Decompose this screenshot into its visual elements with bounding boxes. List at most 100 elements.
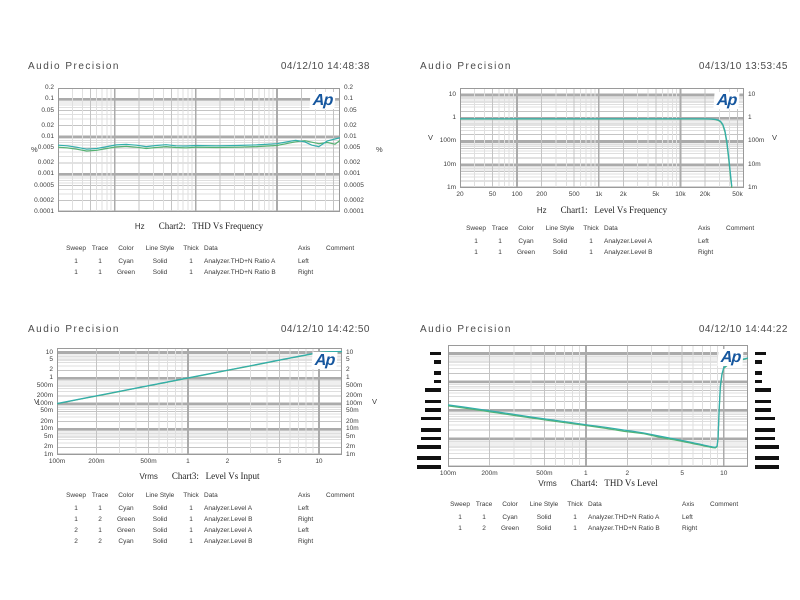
y-tick-label: 0.1 [44,95,54,103]
app-title: Audio Precision [420,324,512,335]
legend-header-cell: Thick [583,225,599,232]
y-tick-bar [433,371,441,375]
plot-area [58,88,340,212]
legend-cell: 1 [189,505,193,512]
legend-header-cell: Axis [698,225,711,232]
legend-rows: 1 1 Cyan Solid 1 Analyzer.Level A Left 1 1 Green S… [464,238,768,257]
legend-cell: Analyzer.Level A [204,505,253,512]
grid [460,88,744,188]
ap-logo: Ap [713,92,740,109]
legend-cell: Green [116,527,136,534]
x-tick-label: 200 [536,191,548,198]
legend-cell: Analyzer.Level A [604,238,653,245]
y-tick-bar-right [755,388,771,392]
y-tick-bar [433,360,441,364]
y-tick-label: 0.001 [37,170,54,178]
legend-cell [708,514,752,522]
x-tick-label: 5k [652,191,660,198]
y-axis-unit-right: % [376,145,383,154]
legend-cell: Left [298,258,309,265]
legend-header-cell: Data [204,492,218,499]
legend-cell: 1 [458,514,462,521]
legend-cell: Cyan [118,538,134,545]
legend-cell: Cyan [118,258,134,265]
y-tick-label: 0.02 [41,121,54,129]
legend-cell [724,238,768,246]
y-tick-label-right: 0.005 [344,144,361,152]
y-tick-label-right: 2m [346,443,356,451]
y-tick-bar-right [755,351,767,356]
legend-cell: 1 [189,527,193,534]
trace-green [58,140,340,152]
y-tick-label-right: 0.001 [344,170,361,178]
legend-cell [324,516,368,524]
chart-panel-thd-vs-frequency: Audio Precision 04/12/10 14:48:38 Ap 0.2 0.2… [20,55,383,305]
x-tick-label: 10 [315,458,323,465]
x-axis-unit: Hz [536,206,547,215]
legend-cell [324,505,368,513]
legend-cell: Right [298,538,314,545]
y-tick-bar [417,445,441,449]
legend-cell: Analyzer.THD+N Ratio A [588,514,660,521]
y-tick-label: 5m [43,433,53,441]
y-tick-label-right: 0.002 [344,159,361,167]
timestamp: 04/12/10 14:44:22 [698,324,788,335]
y-tick-label-right: 0.0005 [344,181,364,189]
legend-rows: 1 1 Cyan Solid 1 Analyzer.THD+N Ratio A Left 1 2… [448,514,752,533]
legend-cell: Cyan [502,514,518,521]
y-tick-label: 1m [43,451,53,458]
legend-cell: Left [298,527,309,534]
app-title: Audio Precision [28,324,120,335]
y-tick-label: 1 [452,114,456,122]
chart-title: Chart2: THD Vs Frequency [158,221,264,231]
trace-cyan [58,137,340,150]
legend-cell: Analyzer.THD+N Ratio B [588,525,660,532]
y-tick-label-right: 0.2 [344,84,354,91]
legend-cell [324,527,368,535]
x-tick-label: 1k [595,191,603,198]
y-tick-bar [425,388,441,392]
y-tick-label-right: 0.01 [344,132,357,140]
x-tick-label: 500m [140,458,157,465]
y-tick-bar [425,399,441,404]
y-tick-bar-right [755,360,763,364]
legend-cell: 1 [482,514,486,521]
y-tick-label: 2m [43,443,53,451]
legend-cell: 1 [474,238,478,245]
legend-cell [324,258,368,266]
x-tick-label: 100m [439,470,457,477]
legend-header-cell: Line Style [145,245,175,252]
legend-cell: 1 [74,505,78,512]
y-tick-bar-right [755,379,763,384]
y-tick-label-right: 2 [346,366,350,374]
x-axis-caption: Hz Chart2: THD Vs Frequency [58,221,340,231]
legend-header-cell: Comment [326,245,355,252]
x-axis-unit: Vrms [139,472,158,481]
legend-cell: 2 [98,516,102,523]
y-tick-label: 100m [439,137,456,145]
y-tick-label-right: 0.02 [344,121,357,129]
legend-cell: Right [698,249,714,256]
y-tick-label-right: 200m [346,392,363,400]
legend-cell: Solid [536,525,552,532]
legend-cell: Solid [152,505,168,512]
y-tick-label-right: 1m [748,184,758,191]
y-tick-label: 10m [40,425,53,433]
x-tick-label: 1 [584,470,588,477]
legend-cell: Analyzer.Level B [204,516,253,523]
chart-title: Chart4: THD Vs Level [570,478,658,488]
timestamp: 04/12/10 14:42:50 [280,324,370,335]
y-tick-bar-right [755,408,771,412]
legend-cell: Analyzer.Level B [604,249,653,256]
y-tick-label-right: 100m [346,399,363,407]
legend-cell: Solid [152,527,168,534]
y-tick-label: 2 [49,366,53,374]
legend-table: Sweep Trace Color Line Style Thick Data Axis Co… [464,225,768,257]
legend-header-cell: Sweep [450,501,470,508]
legend-header-cell: Line Style [545,225,575,232]
x-axis-caption: Vrms Chart4: THD Vs Level [448,478,748,488]
y-axis-unit-right: V [772,133,778,142]
y-tick-label: 10m [443,160,456,168]
y-tick-label-right: 0.0001 [344,208,364,215]
legend-table: Sweep Trace Color Line Style Thick Data Axis Co… [64,492,368,546]
